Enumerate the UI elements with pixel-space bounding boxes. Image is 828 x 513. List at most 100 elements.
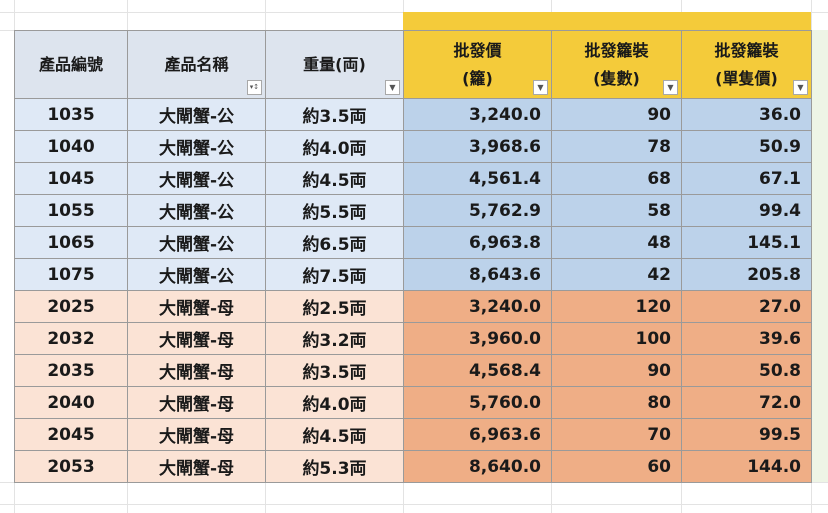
cell-wholesale-price[interactable]: 3,240.0 xyxy=(403,290,552,323)
cell-weight[interactable]: 約6.5両 xyxy=(265,226,404,259)
dropdown-filter-icon[interactable]: ▼ xyxy=(793,80,808,95)
cell-unit-price[interactable]: 99.4 xyxy=(681,194,812,227)
cell-wholesale-price[interactable]: 3,960.0 xyxy=(403,322,552,355)
cell-product-name[interactable]: 大閘蟹-母 xyxy=(127,450,266,483)
dropdown-filter-icon[interactable]: ▼ xyxy=(663,80,678,95)
header-sublabel: (籮) xyxy=(462,68,493,88)
cell-product-id[interactable]: 2053 xyxy=(14,450,128,483)
cell-product-id[interactable]: 1055 xyxy=(14,194,128,227)
cell-unit-price[interactable]: 205.8 xyxy=(681,258,812,291)
cell-product-id[interactable]: 1035 xyxy=(14,98,128,131)
cell-wholesale-price[interactable]: 8,640.0 xyxy=(403,450,552,483)
table-row: 2053 大閘蟹-母 約5.3両 8,640.0 60 144.0 xyxy=(14,450,812,483)
cell-unit-price[interactable]: 50.8 xyxy=(681,354,812,387)
table-row: 2032 大閘蟹-母 約3.2両 3,960.0 100 39.6 xyxy=(14,322,812,355)
cell-weight[interactable]: 約3.2両 xyxy=(265,322,404,355)
cell-weight[interactable]: 約5.3両 xyxy=(265,450,404,483)
cell-product-name[interactable]: 大閘蟹-公 xyxy=(127,226,266,259)
dropdown-filter-icon[interactable]: ▼ xyxy=(385,80,400,95)
cell-product-name[interactable]: 大閘蟹-母 xyxy=(127,418,266,451)
header-basket-count: 批發籮裝 (隻數) ▼ xyxy=(551,30,682,99)
cell-product-id[interactable]: 1065 xyxy=(14,226,128,259)
cell-unit-price[interactable]: 36.0 xyxy=(681,98,812,131)
cell-unit-price[interactable]: 145.1 xyxy=(681,226,812,259)
cell-product-name[interactable]: 大閘蟹-公 xyxy=(127,130,266,163)
header-label: 重量(両) xyxy=(303,54,366,74)
table-row: 2025 大閘蟹-母 約2.5両 3,240.0 120 27.0 xyxy=(14,290,812,323)
cell-weight[interactable]: 約3.5両 xyxy=(265,354,404,387)
crab-price-table: 產品編號 產品名稱 ▾↕ 重量(両) ▼ 批發價 (籮) ▼ 批發籮裝 (隻數)… xyxy=(14,30,812,483)
cell-unit-price[interactable]: 67.1 xyxy=(681,162,812,195)
cell-unit-price[interactable]: 72.0 xyxy=(681,386,812,419)
cell-unit-price[interactable]: 27.0 xyxy=(681,290,812,323)
adjacent-column-fill xyxy=(811,30,828,482)
cell-basket-count[interactable]: 120 xyxy=(551,290,682,323)
cell-product-id[interactable]: 2032 xyxy=(14,322,128,355)
header-weight: 重量(両) ▼ xyxy=(265,30,404,99)
cell-wholesale-price[interactable]: 8,643.6 xyxy=(403,258,552,291)
cell-product-id[interactable]: 1040 xyxy=(14,130,128,163)
cell-wholesale-price[interactable]: 3,240.0 xyxy=(403,98,552,131)
cell-unit-price[interactable]: 39.6 xyxy=(681,322,812,355)
cell-weight[interactable]: 約4.0両 xyxy=(265,386,404,419)
cell-basket-count[interactable]: 68 xyxy=(551,162,682,195)
cell-weight[interactable]: 約3.5両 xyxy=(265,98,404,131)
cell-weight[interactable]: 約4.5両 xyxy=(265,162,404,195)
cell-product-id[interactable]: 2045 xyxy=(14,418,128,451)
cell-weight[interactable]: 約4.0両 xyxy=(265,130,404,163)
table-row: 2035 大閘蟹-母 約3.5両 4,568.4 90 50.8 xyxy=(14,354,812,387)
cell-basket-count[interactable]: 42 xyxy=(551,258,682,291)
header-wholesale-price: 批發價 (籮) ▼ xyxy=(403,30,552,99)
cell-unit-price[interactable]: 144.0 xyxy=(681,450,812,483)
header-label: 產品編號 xyxy=(38,54,103,74)
cell-product-name[interactable]: 大閘蟹-母 xyxy=(127,354,266,387)
cell-product-id[interactable]: 1075 xyxy=(14,258,128,291)
cell-weight[interactable]: 約2.5両 xyxy=(265,290,404,323)
header-label: 批發價 xyxy=(453,40,502,60)
header-row: 產品編號 產品名稱 ▾↕ 重量(両) ▼ 批發價 (籮) ▼ 批發籮裝 (隻數)… xyxy=(14,30,812,99)
cell-weight[interactable]: 約7.5両 xyxy=(265,258,404,291)
cell-product-name[interactable]: 大閘蟹-公 xyxy=(127,98,266,131)
cell-product-name[interactable]: 大閘蟹-公 xyxy=(127,162,266,195)
cell-product-name[interactable]: 大閘蟹-母 xyxy=(127,322,266,355)
cell-wholesale-price[interactable]: 5,762.9 xyxy=(403,194,552,227)
cell-product-id[interactable]: 1045 xyxy=(14,162,128,195)
header-label: 產品名稱 xyxy=(164,54,229,74)
cell-basket-count[interactable]: 90 xyxy=(551,354,682,387)
header-sublabel: (隻數) xyxy=(593,68,640,88)
cell-wholesale-price[interactable]: 5,760.0 xyxy=(403,386,552,419)
cell-product-id[interactable]: 2035 xyxy=(14,354,128,387)
cell-product-id[interactable]: 2025 xyxy=(14,290,128,323)
cell-unit-price[interactable]: 99.5 xyxy=(681,418,812,451)
table-row: 1045 大閘蟹-公 約4.5両 4,561.4 68 67.1 xyxy=(14,162,812,195)
cell-product-id[interactable]: 2040 xyxy=(14,386,128,419)
cell-basket-count[interactable]: 60 xyxy=(551,450,682,483)
cell-wholesale-price[interactable]: 4,568.4 xyxy=(403,354,552,387)
cell-weight[interactable]: 約4.5両 xyxy=(265,418,404,451)
table-row: 1065 大閘蟹-公 約6.5両 6,963.8 48 145.1 xyxy=(14,226,812,259)
cell-basket-count[interactable]: 70 xyxy=(551,418,682,451)
cell-wholesale-price[interactable]: 3,968.6 xyxy=(403,130,552,163)
sort-filter-icon[interactable]: ▾↕ xyxy=(247,80,262,95)
cell-basket-count[interactable]: 48 xyxy=(551,226,682,259)
cell-basket-count[interactable]: 58 xyxy=(551,194,682,227)
cell-wholesale-price[interactable]: 6,963.8 xyxy=(403,226,552,259)
cell-basket-count[interactable]: 90 xyxy=(551,98,682,131)
table-row: 2045 大閘蟹-母 約4.5両 6,963.6 70 99.5 xyxy=(14,418,812,451)
cell-product-name[interactable]: 大閘蟹-母 xyxy=(127,386,266,419)
table-row: 1055 大閘蟹-公 約5.5両 5,762.9 58 99.4 xyxy=(14,194,812,227)
cell-wholesale-price[interactable]: 6,963.6 xyxy=(403,418,552,451)
cell-weight[interactable]: 約5.5両 xyxy=(265,194,404,227)
yellow-header-band xyxy=(403,12,811,30)
cell-basket-count[interactable]: 80 xyxy=(551,386,682,419)
cell-product-name[interactable]: 大閘蟹-公 xyxy=(127,258,266,291)
cell-product-name[interactable]: 大閘蟹-公 xyxy=(127,194,266,227)
cell-product-name[interactable]: 大閘蟹-母 xyxy=(127,290,266,323)
dropdown-filter-icon[interactable]: ▼ xyxy=(533,80,548,95)
cell-basket-count[interactable]: 100 xyxy=(551,322,682,355)
cell-basket-count[interactable]: 78 xyxy=(551,130,682,163)
header-product-id: 產品編號 xyxy=(14,30,128,99)
cell-unit-price[interactable]: 50.9 xyxy=(681,130,812,163)
table-row: 1035 大閘蟹-公 約3.5両 3,240.0 90 36.0 xyxy=(14,98,812,131)
cell-wholesale-price[interactable]: 4,561.4 xyxy=(403,162,552,195)
